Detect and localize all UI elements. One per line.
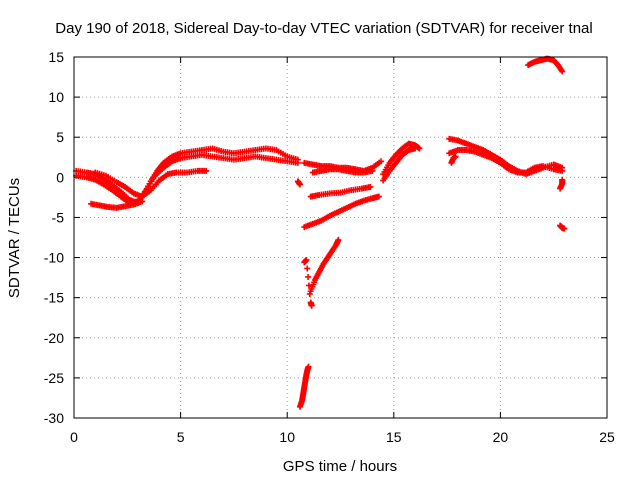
chart-title: Day 190 of 2018, Sidereal Day-to-day VTE… [55, 20, 592, 37]
y-tick-label: -5 [52, 209, 65, 225]
data-point [378, 158, 385, 165]
data-point [305, 282, 312, 289]
data-point [304, 265, 311, 272]
data-series-trace-l [296, 363, 312, 410]
data-point [335, 236, 342, 243]
data-point [375, 193, 382, 200]
data-point [308, 302, 315, 309]
data-series-trace-i [301, 193, 382, 231]
data-series-trace-c [92, 167, 210, 200]
data-series-trace-t [557, 222, 568, 232]
x-tick-label: 25 [599, 429, 615, 445]
data-point [367, 183, 374, 190]
data-point [369, 167, 376, 174]
data-point [305, 363, 312, 370]
data-series-trace-s [557, 176, 566, 192]
y-tick-label: -25 [44, 370, 64, 386]
y-tick-label: -30 [44, 410, 64, 426]
y-tick-label: -10 [44, 250, 64, 266]
grid [74, 57, 607, 418]
data-series-trace-f [309, 166, 376, 176]
data-point [561, 225, 568, 232]
data-point [452, 153, 459, 160]
data-series-trace-q [448, 153, 459, 166]
x-tick-label: 15 [386, 429, 402, 445]
data-series-trace-b [73, 151, 301, 207]
data-point [203, 167, 210, 174]
axis-ticks: 0 5 10 15 20 25 -30 -25 -20 -15 -10 -5 0 5 10 15 [44, 49, 615, 445]
data-point [559, 68, 566, 75]
data-point [557, 185, 564, 192]
data-series-trace-d [88, 198, 146, 211]
y-tick-label: 0 [56, 169, 64, 185]
data-series-trace-k [301, 256, 315, 309]
data-point [296, 181, 303, 188]
data-series-trace-o [446, 135, 566, 178]
data-point [306, 290, 313, 297]
x-tick-label: 0 [70, 429, 78, 445]
data-point [305, 273, 312, 280]
data-point [294, 159, 301, 166]
data-series-trace-n [380, 145, 419, 184]
data-points [73, 55, 568, 410]
data-series-trace-p [446, 147, 566, 176]
x-tick-label: 5 [177, 429, 185, 445]
plot-frame [73, 56, 608, 419]
data-point [412, 145, 419, 152]
data-series-trace-h [307, 183, 374, 200]
data-series-trace-g [294, 178, 303, 188]
x-tick-label: 20 [493, 429, 509, 445]
y-tick-label: -20 [44, 330, 64, 346]
y-axis-title: SDTVAR / TECUs [6, 178, 23, 298]
data-point [559, 167, 566, 174]
x-axis-title: GPS time / hours [283, 458, 397, 475]
y-tick-label: 15 [48, 49, 64, 65]
data-series-trace-j [307, 236, 342, 295]
data-point [303, 256, 310, 263]
data-point [139, 198, 146, 205]
y-tick-label: -15 [44, 290, 64, 306]
data-series-trace-r [525, 55, 566, 75]
y-tick-label: 10 [48, 89, 64, 105]
x-tick-label: 10 [279, 429, 295, 445]
y-tick-label: 5 [56, 129, 64, 145]
